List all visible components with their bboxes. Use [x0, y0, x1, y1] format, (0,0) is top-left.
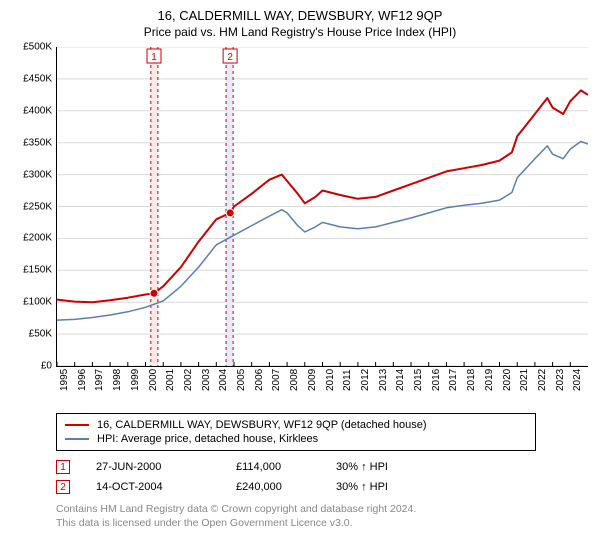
x-tick-label: 2015	[413, 369, 424, 391]
x-tick-label: 2010	[325, 369, 336, 391]
footnote: Contains HM Land Registry data © Crown c…	[56, 503, 588, 530]
y-tick-label: £0	[41, 361, 52, 372]
y-tick-label: £400K	[23, 105, 52, 116]
y-tick-label: £300K	[23, 169, 52, 180]
x-tick-label: 1996	[77, 369, 88, 391]
legend-label: 16, CALDERMILL WAY, DEWSBURY, WF12 9QP (…	[97, 419, 427, 431]
x-tick-label: 2007	[271, 369, 282, 391]
x-tick-label: 2002	[183, 369, 194, 391]
y-tick-label: £100K	[23, 297, 52, 308]
x-tick-label: 2001	[165, 369, 176, 391]
legend-row: 16, CALDERMILL WAY, DEWSBURY, WF12 9QP (…	[65, 418, 527, 432]
legend: 16, CALDERMILL WAY, DEWSBURY, WF12 9QP (…	[56, 413, 536, 451]
y-tick-label: £500K	[23, 42, 52, 53]
marker-row: 2 14-OCT-2004 £240,000 30% ↑ HPI	[56, 477, 588, 497]
subtitle: Price paid vs. HM Land Registry's House …	[12, 25, 588, 39]
y-tick-label: £350K	[23, 137, 52, 148]
x-tick-label: 2003	[201, 369, 212, 391]
x-tick-label: 2011	[342, 369, 353, 391]
marker-delta: 30% ↑ HPI	[336, 461, 456, 473]
x-axis-labels: 1995 1996 1997 1998 1999 2000 2001 2002 2003 2004…	[56, 369, 588, 407]
markers-table: 1 27-JUN-2000 £114,000 30% ↑ HPI 2 14-OC…	[56, 457, 588, 497]
legend-row: HPI: Average price, detached house, Kirk…	[65, 432, 527, 446]
plot-area: 12	[56, 47, 588, 367]
x-tick-label: 2022	[537, 369, 548, 391]
marker-price: £114,000	[236, 461, 336, 473]
x-tick-label: 2017	[448, 369, 459, 391]
legend-label: HPI: Average price, detached house, Kirk…	[97, 433, 318, 445]
marker-number-box: 2	[56, 480, 70, 494]
marker-price: £240,000	[236, 481, 336, 493]
x-tick-label: 2021	[519, 369, 530, 391]
x-tick-label: 2024	[572, 369, 583, 391]
y-tick-label: £250K	[23, 201, 52, 212]
x-tick-label: 2008	[289, 369, 300, 391]
marker-box-cell: 1	[56, 460, 96, 474]
y-tick-label: £200K	[23, 233, 52, 244]
footnote-line: This data is licensed under the Open Gov…	[56, 517, 588, 531]
x-tick-label: 2016	[431, 369, 442, 391]
marker-delta: 30% ↑ HPI	[336, 481, 456, 493]
marker-date: 14-OCT-2004	[96, 481, 236, 493]
x-tick-label: 2000	[148, 369, 159, 391]
title: 16, CALDERMILL WAY, DEWSBURY, WF12 9QP	[12, 8, 588, 23]
y-tick-label: £150K	[23, 265, 52, 276]
legend-swatch	[65, 424, 89, 426]
marker-date: 27-JUN-2000	[96, 461, 236, 473]
x-tick-label: 2004	[218, 369, 229, 391]
x-tick-label: 2019	[484, 369, 495, 391]
plot-svg: 12	[57, 47, 588, 366]
x-tick-label: 1998	[112, 369, 123, 391]
marker-box-cell: 2	[56, 480, 96, 494]
y-axis-labels: £0£50K£100K£150K£200K£250K£300K£350K£400…	[12, 47, 56, 367]
y-tick-label: £50K	[29, 329, 52, 340]
x-tick-label: 1995	[59, 369, 70, 391]
marker-number-box: 1	[56, 460, 70, 474]
x-tick-label: 2014	[395, 369, 406, 391]
x-tick-label: 1997	[94, 369, 105, 391]
marker-row: 1 27-JUN-2000 £114,000 30% ↑ HPI	[56, 457, 588, 477]
x-tick-label: 2023	[555, 369, 566, 391]
legend-swatch	[65, 438, 89, 440]
x-tick-label: 2009	[307, 369, 318, 391]
svg-text:2: 2	[227, 52, 233, 63]
footnote-line: Contains HM Land Registry data © Crown c…	[56, 503, 588, 517]
x-tick-label: 1999	[130, 369, 141, 391]
x-tick-label: 2018	[466, 369, 477, 391]
container: 16, CALDERMILL WAY, DEWSBURY, WF12 9QP P…	[0, 0, 600, 538]
y-tick-label: £450K	[23, 73, 52, 84]
x-tick-label: 2005	[236, 369, 247, 391]
svg-text:1: 1	[151, 52, 157, 63]
x-tick-label: 2020	[502, 369, 513, 391]
x-tick-label: 2012	[360, 369, 371, 391]
chart: £0 £50K £100K £150K £200K £250K £300K £350K £400…	[12, 47, 588, 407]
x-tick-label: 2006	[254, 369, 265, 391]
x-tick-label: 2013	[378, 369, 389, 391]
